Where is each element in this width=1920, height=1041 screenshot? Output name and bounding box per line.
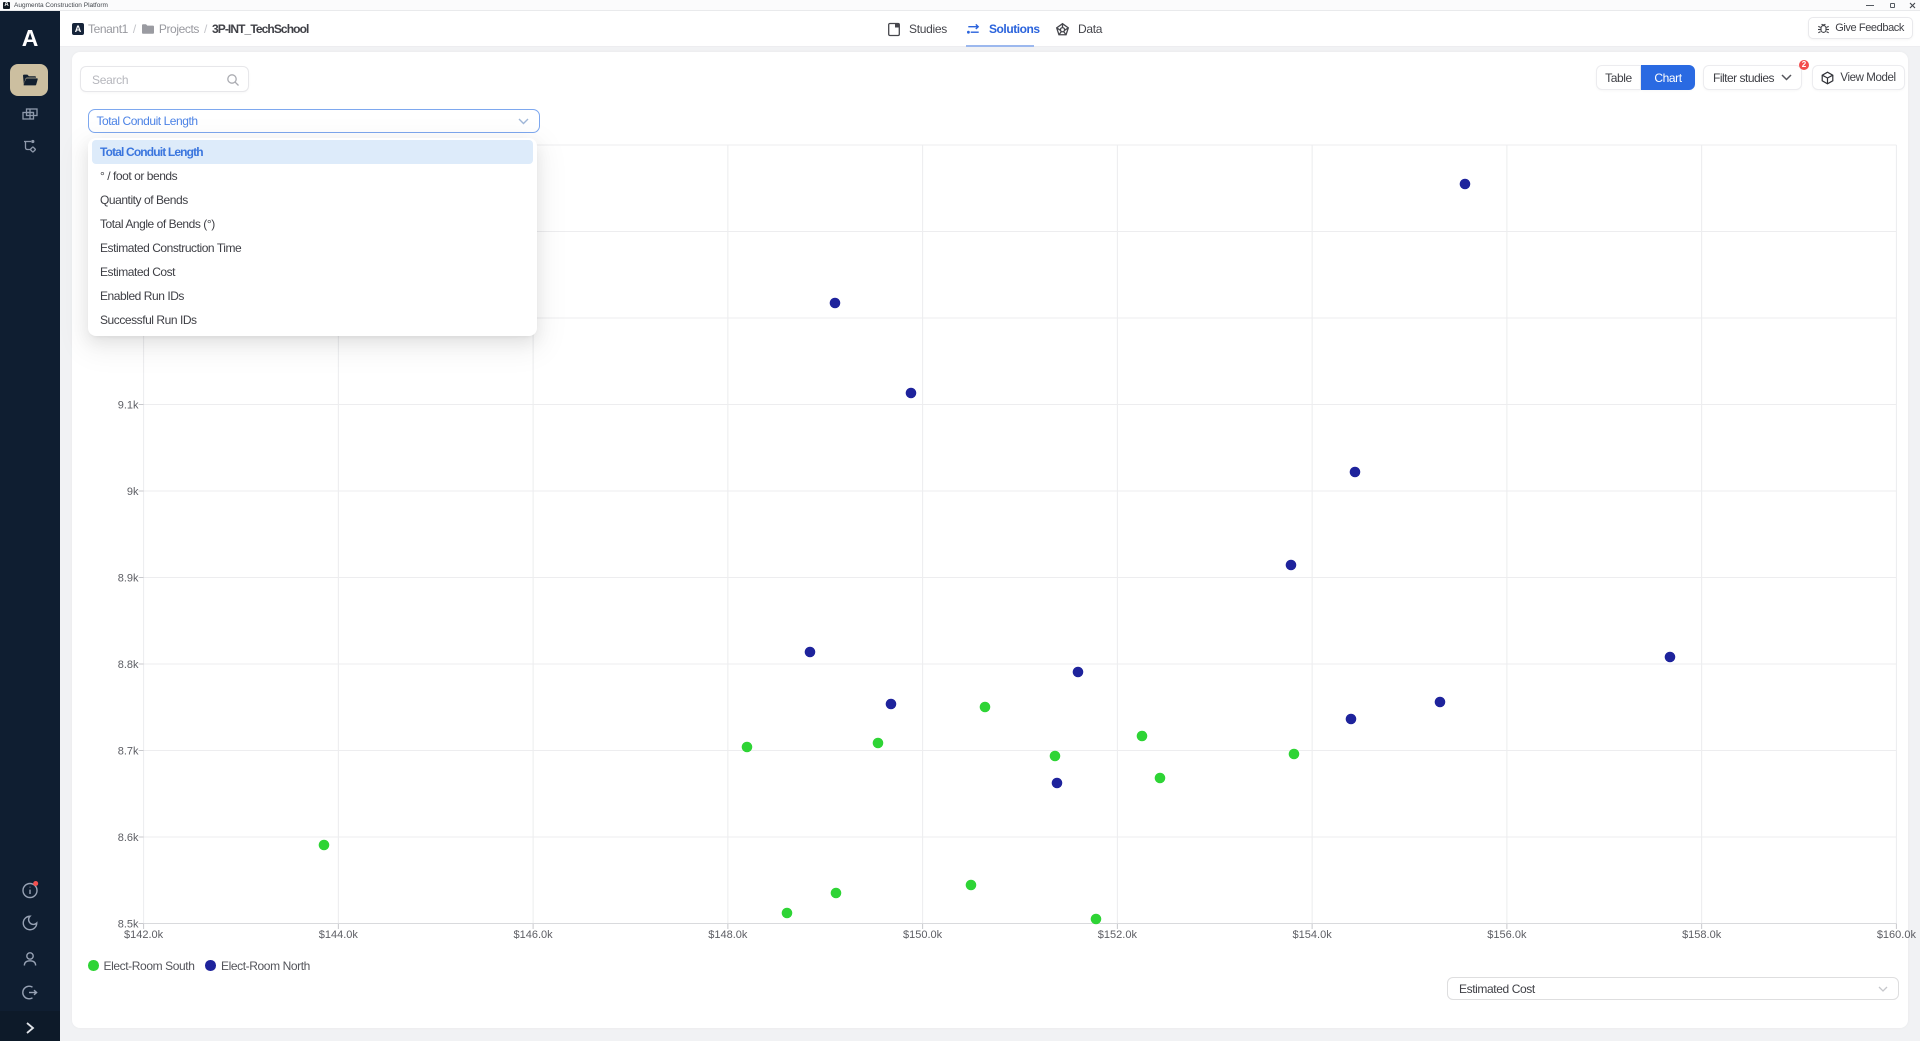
svg-text:8.7k: 8.7k (118, 746, 139, 758)
svg-text:9k: 9k (127, 486, 139, 498)
svg-text:$146.0k: $146.0k (514, 929, 554, 941)
svg-text:8.5k: 8.5k (118, 919, 139, 931)
svg-text:9.1k: 9.1k (118, 400, 139, 412)
svg-text:8.8k: 8.8k (118, 659, 139, 671)
svg-text:$154.0k: $154.0k (1293, 929, 1333, 941)
svg-text:$160.0k: $160.0k (1877, 929, 1917, 941)
svg-text:8.6k: 8.6k (118, 832, 139, 844)
svg-text:$156.0k: $156.0k (1487, 929, 1527, 941)
svg-text:$148.0k: $148.0k (708, 929, 748, 941)
svg-text:$158.0k: $158.0k (1682, 929, 1722, 941)
svg-text:$150.0k: $150.0k (903, 929, 943, 941)
svg-text:$142.0k: $142.0k (124, 929, 164, 941)
svg-text:8.9k: 8.9k (118, 573, 139, 585)
svg-text:$152.0k: $152.0k (1098, 929, 1138, 941)
svg-text:$144.0k: $144.0k (319, 929, 359, 941)
